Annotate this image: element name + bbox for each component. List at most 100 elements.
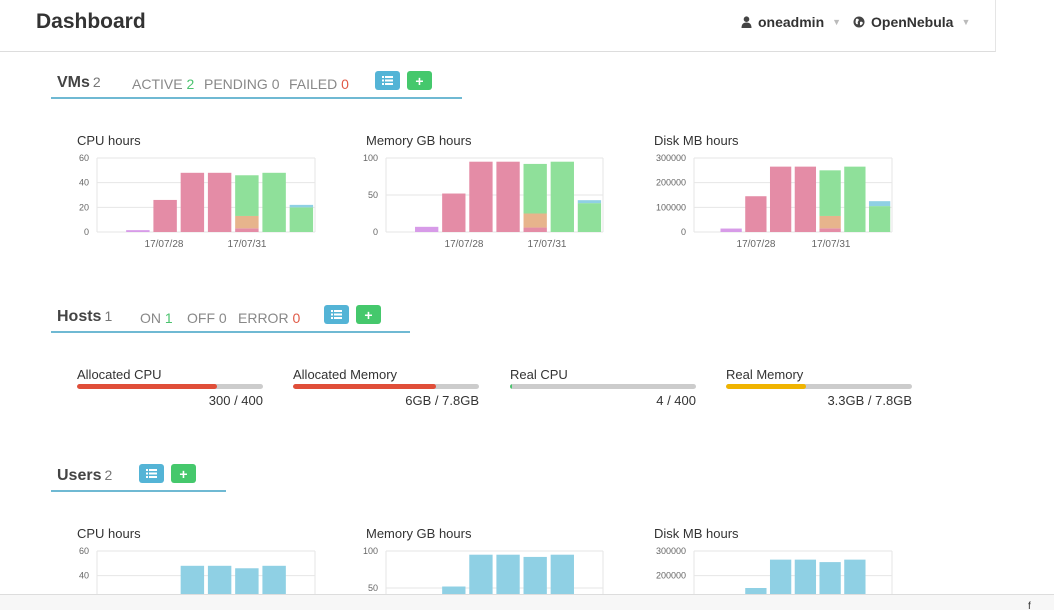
vms-title[interactable]: VMs 2 <box>57 74 101 91</box>
hosts-on-stat[interactable]: ON 1 <box>140 310 173 326</box>
chart-bar <box>469 161 493 232</box>
chart-bar <box>523 227 547 232</box>
y-tick-label: 50 <box>368 190 378 200</box>
chart-bar <box>523 163 547 214</box>
hosts-off-stat[interactable]: OFF 0 <box>187 310 227 326</box>
chart-bar <box>868 206 891 232</box>
x-tick-label: 17/07/28 <box>445 239 484 250</box>
user-icon <box>741 16 752 28</box>
chart-bar <box>523 556 547 594</box>
fullscreen-icon[interactable]: f <box>1028 601 1031 612</box>
users-section-header: Users 2 + <box>51 464 226 492</box>
chart-bar <box>289 204 314 208</box>
plus-icon: + <box>179 465 188 482</box>
hosts-error-stat[interactable]: ERROR 0 <box>238 310 301 326</box>
vms-disk-chart: 0 100000 200000 300000 17/07/28 17/07/31 <box>656 153 893 250</box>
host-bar-track <box>293 384 479 389</box>
chart-bar <box>442 586 466 594</box>
vms-cpu-chart-title: CPU hours <box>77 133 141 148</box>
y-tick-label: 50 <box>368 583 378 593</box>
host-bar-track <box>726 384 912 389</box>
host-bar-fill <box>77 384 217 389</box>
chart-bar <box>415 226 439 232</box>
host-bar-value: 3.3GB / 7.8GB <box>827 393 912 408</box>
hosts-list-button[interactable] <box>324 305 349 324</box>
y-tick-label: 60 <box>79 546 89 556</box>
vms-list-button[interactable] <box>375 71 400 90</box>
hosts-add-button[interactable]: + <box>356 305 381 324</box>
chart-bar <box>819 562 841 594</box>
chart-bar <box>207 172 232 232</box>
hosts-title[interactable]: Hosts 1 <box>57 308 113 325</box>
host-bar-fill <box>293 384 437 389</box>
list-icon <box>382 76 393 85</box>
chart-bar <box>289 207 314 232</box>
x-tick-label: 17/07/28 <box>737 239 776 250</box>
users-disk-chart: 200000 300000 <box>656 546 893 594</box>
x-tick-label: 17/07/28 <box>145 239 184 250</box>
chart-bar <box>235 215 259 229</box>
chart-bar <box>794 166 817 232</box>
y-tick-label: 100 <box>363 153 378 163</box>
chart-bar <box>794 559 817 594</box>
vms-add-button[interactable]: + <box>407 71 432 90</box>
vms-cpu-chart: 0 20 40 60 17/07/28 17/07/31 <box>79 153 316 250</box>
host-bar-fill <box>510 384 512 389</box>
zone-menu[interactable]: OpenNebula ▼ <box>853 14 970 30</box>
chart-bar <box>180 565 205 594</box>
chart-bar <box>577 200 602 204</box>
chart-bar <box>868 201 891 207</box>
hosts-section-header: Hosts 1 ON 1 OFF 0 ERROR 0 + <box>51 305 410 333</box>
chart-bar <box>844 559 866 594</box>
users-list-button[interactable] <box>139 464 164 483</box>
chart-bar <box>550 161 574 232</box>
plus-icon: + <box>364 306 373 323</box>
chart-bar <box>496 161 520 232</box>
chevron-down-icon: ▼ <box>832 17 842 27</box>
top-bar: Dashboard oneadmin ▼ OpenNebula ▼ <box>0 0 996 52</box>
vms-pending-stat[interactable]: PENDING 0 <box>204 76 280 92</box>
y-tick-label: 300000 <box>656 546 686 556</box>
chart-bar <box>235 568 259 594</box>
zone-name: OpenNebula <box>871 14 954 30</box>
y-tick-label: 0 <box>373 227 378 237</box>
list-icon <box>146 469 157 478</box>
vms-failed-stat[interactable]: FAILED 0 <box>289 76 349 92</box>
users-cpu-chart-title: CPU hours <box>77 526 141 541</box>
users-memory-chart-title: Memory GB hours <box>366 526 472 541</box>
chart-bar <box>769 559 792 594</box>
globe-icon <box>853 16 865 28</box>
host-bar-value: 300 / 400 <box>208 393 263 408</box>
host-bar-fill <box>726 384 806 389</box>
y-tick-label: 0 <box>84 227 89 237</box>
chart-bar <box>235 228 259 232</box>
user-menu[interactable]: oneadmin ▼ <box>741 14 841 30</box>
vms-disk-chart-title: Disk MB hours <box>654 133 739 148</box>
page-title: Dashboard <box>36 10 146 33</box>
chart-bar <box>180 172 205 232</box>
y-tick-label: 60 <box>79 153 89 163</box>
vms-active-stat[interactable]: ACTIVE 2 <box>132 76 195 92</box>
chart-bar <box>262 565 286 594</box>
chart-bar <box>844 166 866 232</box>
x-tick-label: 17/07/31 <box>528 239 567 250</box>
y-tick-label: 100000 <box>656 202 686 212</box>
chart-bar <box>720 228 742 232</box>
users-add-button[interactable]: + <box>171 464 196 483</box>
chart-bar <box>442 193 466 232</box>
x-tick-label: 17/07/31 <box>812 239 851 250</box>
chart-bar <box>262 172 286 232</box>
vms-memory-chart: 0 50 100 17/07/28 17/07/31 <box>363 153 604 250</box>
chart-bar <box>153 199 177 232</box>
host-bar-label: Allocated CPU <box>77 367 162 382</box>
users-title[interactable]: Users 2 <box>57 467 113 484</box>
users-disk-chart-title: Disk MB hours <box>654 526 739 541</box>
chart-bar <box>469 554 493 594</box>
chart-bar <box>235 175 259 216</box>
y-tick-label: 300000 <box>656 153 686 163</box>
bottom-scroll-bar[interactable] <box>0 594 1054 610</box>
host-bar-value: 4 / 400 <box>656 393 696 408</box>
y-tick-label: 20 <box>79 202 89 212</box>
chart-bar <box>126 230 150 232</box>
